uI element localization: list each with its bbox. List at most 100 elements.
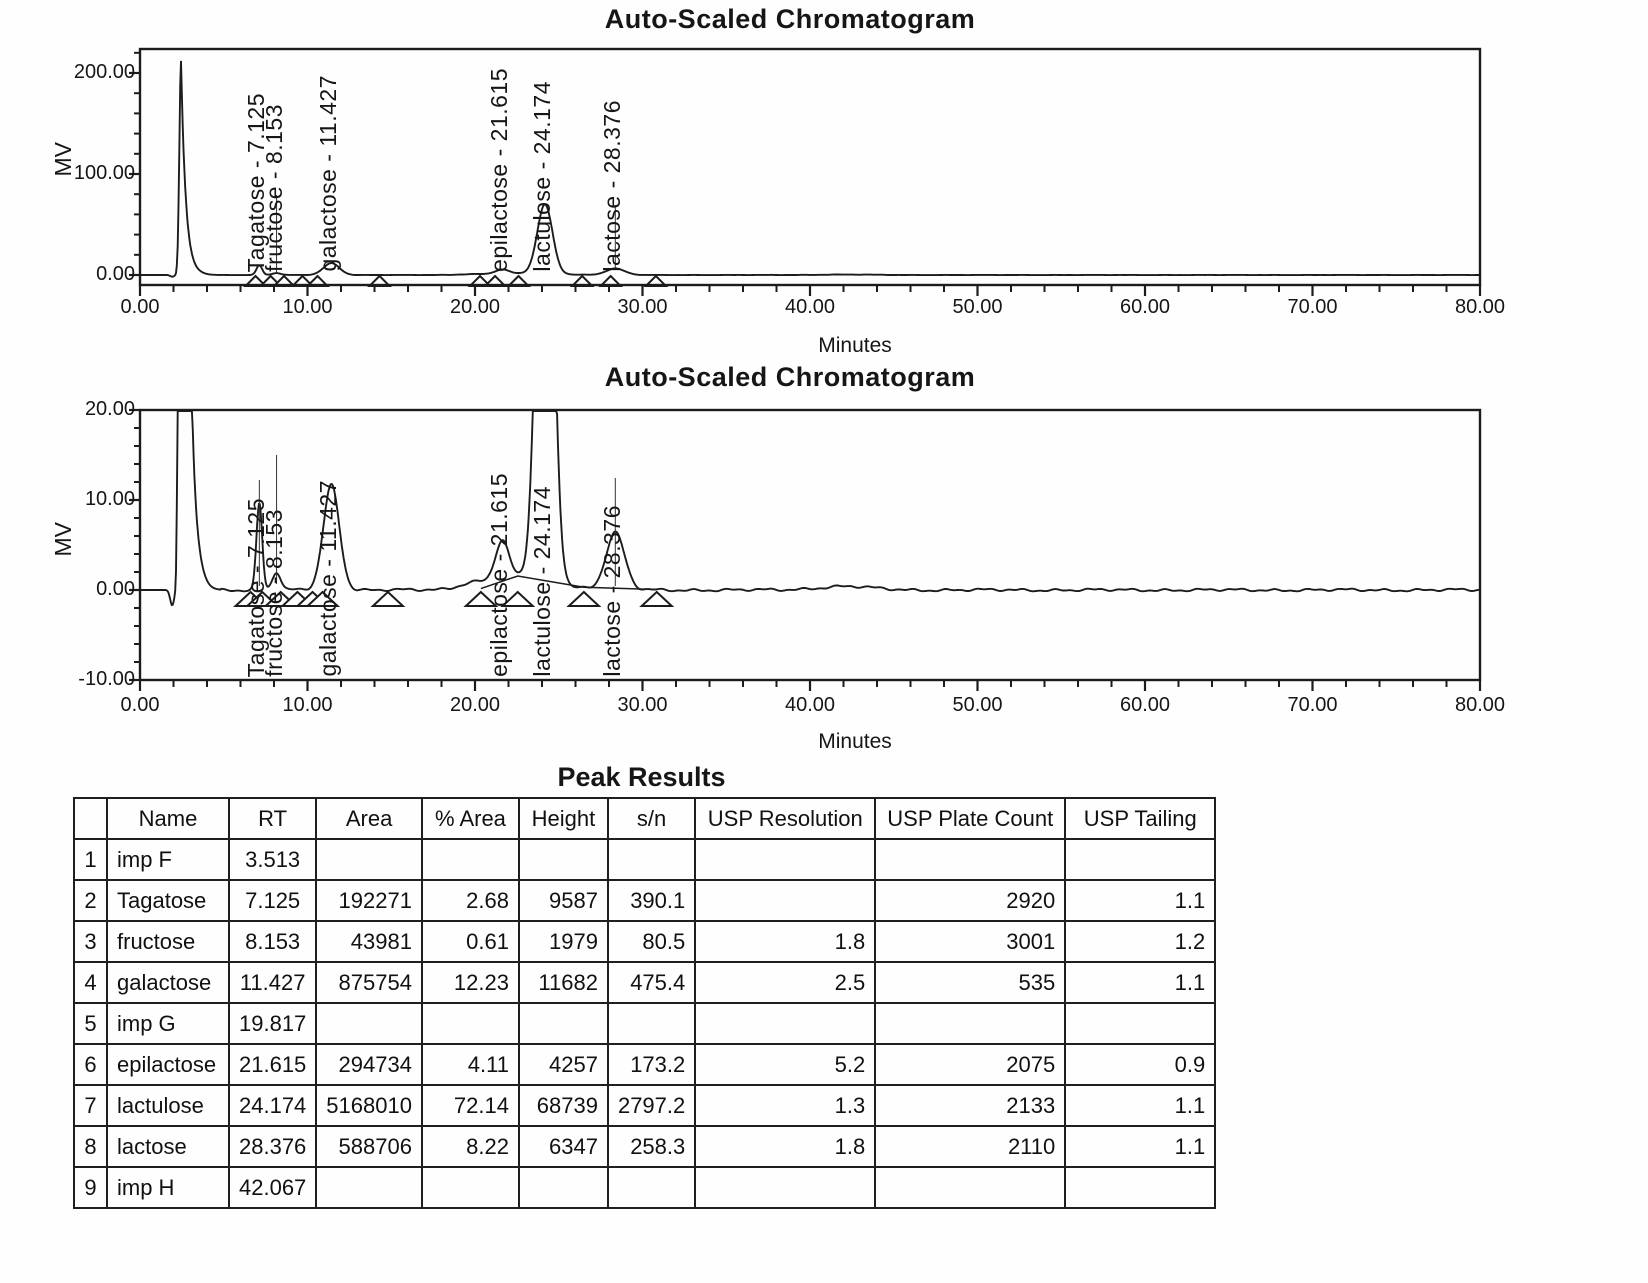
- table-cell: 12.23: [420, 961, 520, 1004]
- table-cell: [1064, 1002, 1217, 1045]
- table-cell: 173.2: [606, 1043, 697, 1086]
- row-number-cell: 9: [73, 1166, 108, 1209]
- table-cell: 535: [874, 961, 1067, 1004]
- table-cell: 42.067: [227, 1166, 318, 1209]
- table-cell: 390.1: [606, 879, 697, 922]
- table-cell: [517, 1002, 609, 1045]
- x-tick-label: 20.00: [449, 694, 501, 716]
- table-cell: 2.68: [420, 879, 520, 922]
- peak-boundary-marker: [305, 590, 341, 607]
- x-tick-label: 80.00: [1454, 694, 1506, 716]
- table-cell: [694, 1002, 877, 1045]
- table-cell: 192271: [315, 879, 423, 922]
- table-row: 4 galactose 11.427 875754 12.23 11682 475.4 2.5…: [73, 961, 1217, 1004]
- table-cell: 7.125: [227, 879, 318, 922]
- x-tick-label: 0.00: [120, 694, 160, 716]
- table-cell: 1.1: [1064, 1125, 1217, 1168]
- table-cell: 3.513: [227, 838, 318, 881]
- table-cell: 43981: [315, 920, 423, 963]
- column-header: USP Plate Count: [874, 797, 1067, 840]
- table-cell: 5.2: [694, 1043, 877, 1086]
- table-cell: 588706: [315, 1125, 423, 1168]
- table-cell: 2110: [874, 1125, 1067, 1168]
- table-cell: [694, 1166, 877, 1209]
- x-tick-label: 40.00: [784, 694, 836, 716]
- plot-border: [138, 408, 1482, 682]
- y-tick-label: 10.00: [84, 488, 135, 510]
- peak-annotation: epilactose - 21.615: [486, 473, 513, 677]
- peak-annotation: galactose - 11.427: [315, 480, 342, 677]
- table-cell: 258.3: [606, 1125, 697, 1168]
- table-cell: 1.8: [694, 920, 877, 963]
- table-cell: 1.2: [1064, 920, 1217, 963]
- peak-annotation: galactose - 11.427: [315, 75, 342, 272]
- x-tick-label: 10.00: [282, 694, 333, 716]
- table-cell: [517, 838, 609, 881]
- row-number-cell: 2: [73, 879, 108, 922]
- table-cell: [694, 879, 877, 922]
- table-cell: lactose: [106, 1125, 230, 1168]
- table-cell: 2920: [874, 879, 1067, 922]
- table-cell: 24.174: [227, 1084, 318, 1127]
- peak-boundary-marker: [639, 590, 675, 607]
- chromatogram-trace: [140, 410, 1480, 607]
- peak-annotation: epilactose - 21.615: [486, 68, 513, 272]
- table-cell: 0.9: [1064, 1043, 1217, 1086]
- x-tick-label: 30.00: [617, 694, 668, 716]
- table-row: 1 imp F 3.513: [73, 838, 1217, 881]
- chart2-peak-labels: Tagatose - 7.125 fructose - 8.153 galactos…: [140, 410, 1480, 710]
- table-cell: imp F: [106, 838, 230, 881]
- table-cell: 294734: [315, 1043, 423, 1086]
- chart1-x-axis-label: Minutes: [818, 334, 892, 357]
- row-number-cell: 3: [73, 920, 108, 963]
- table-row: 8 lactose 28.376 588706 8.22 6347 258.3 1.8 2110…: [73, 1125, 1217, 1168]
- column-header: USP Tailing: [1064, 797, 1217, 840]
- table-cell: 1979: [517, 920, 609, 963]
- row-number-cell: 8: [73, 1125, 108, 1168]
- chromatogram-trace: [140, 60, 1480, 278]
- table-cell: [606, 1166, 697, 1209]
- table-cell: [315, 1166, 423, 1209]
- table-cell: 0.61: [420, 920, 520, 963]
- x-tick-label: 20.00: [449, 296, 501, 318]
- table-cell: 11.427: [227, 961, 318, 1004]
- table-row: 3 fructose 8.153 43981 0.61 1979 80.5 1.8 3001 1.…: [73, 920, 1217, 963]
- peak-annotation: fructose - 8.153: [260, 104, 287, 272]
- y-tick-label: -10.00: [78, 668, 135, 690]
- peak-boundary-marker: [500, 590, 536, 607]
- table-header-row: Name RT Area% Area Height s/n USP Resolution U…: [73, 797, 1217, 840]
- table-cell: 6347: [517, 1125, 609, 1168]
- table-row: 5 imp G 19.817: [73, 1002, 1217, 1045]
- table-cell: 2133: [874, 1084, 1067, 1127]
- table-cell: 2075: [874, 1043, 1067, 1086]
- table-cell: 2797.2: [606, 1084, 697, 1127]
- integration-baseline: [480, 575, 657, 591]
- chart2-y-axis-label: MV: [50, 522, 76, 557]
- column-header: Area: [315, 797, 423, 840]
- table-cell: [420, 1166, 520, 1209]
- peak-annotation: fructose - 8.153: [260, 509, 287, 677]
- table-cell: [874, 838, 1067, 881]
- y-tick-label: 0.00: [96, 263, 135, 285]
- column-header: USP Resolution: [694, 797, 877, 840]
- table-row: 9 imp H 42.067: [73, 1166, 1217, 1209]
- column-header: % Area: [420, 797, 520, 840]
- peak-boundary-marker: [370, 590, 406, 607]
- table-row: 6 epilactose 21.615 294734 4.11 4257 173.2 5.2 2…: [73, 1043, 1217, 1086]
- table-cell: 1.1: [1064, 879, 1217, 922]
- x-tick-label: 60.00: [1119, 296, 1171, 318]
- peak-boundary-marker: [463, 590, 499, 607]
- table-cell: 8.153: [227, 920, 318, 963]
- table-cell: [420, 838, 520, 881]
- table-cell: fructose: [106, 920, 230, 963]
- y-tick-label: 100.00: [73, 162, 135, 184]
- table-row: 2 Tagatose 7.125 192271 2.68 9587 390.1 2920 1.1: [73, 879, 1217, 922]
- table-cell: 1.8: [694, 1125, 877, 1168]
- peak-annotation: lactulose - 24.174: [528, 81, 555, 272]
- table-cell: 3001: [874, 920, 1067, 963]
- table-cell: 475.4: [606, 961, 697, 1004]
- row-number-cell: 1: [73, 838, 108, 881]
- plot-border: [138, 47, 1482, 287]
- table-cell: 8.22: [420, 1125, 520, 1168]
